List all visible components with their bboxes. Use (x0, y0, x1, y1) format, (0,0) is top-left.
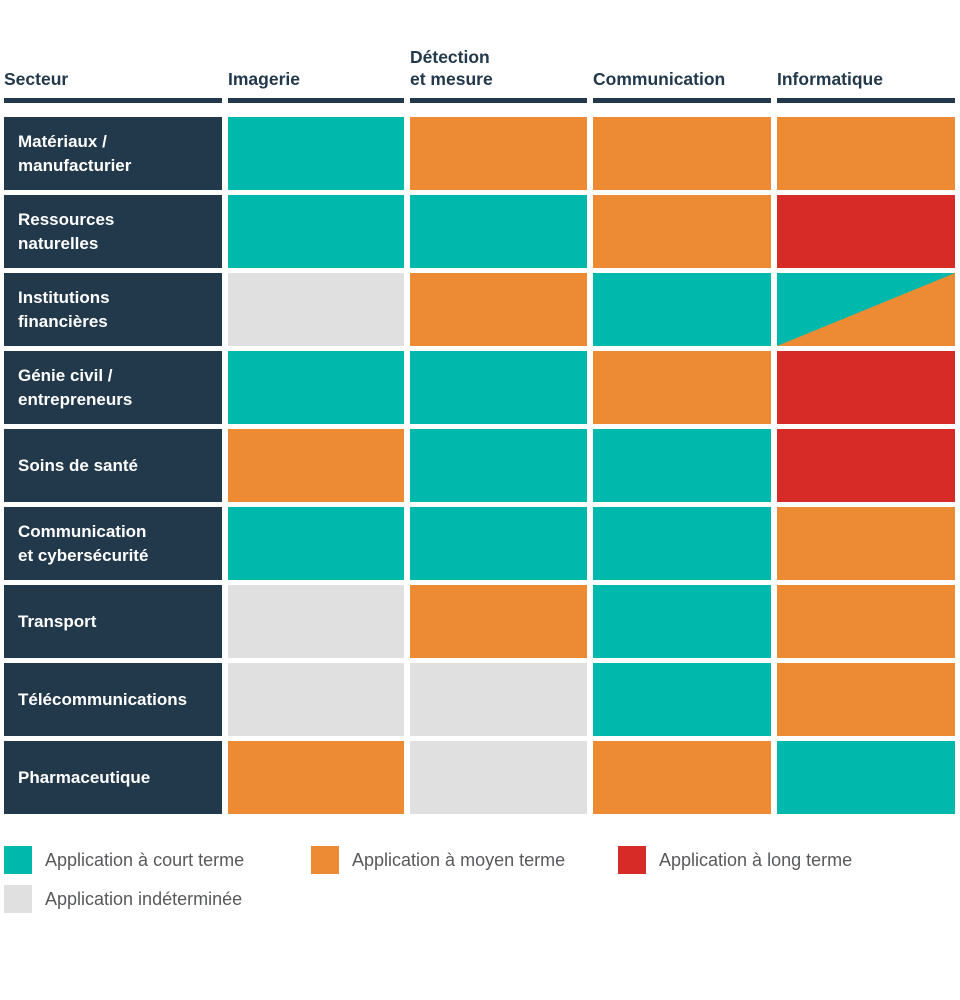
legend-swatch-indeterminee (4, 885, 32, 913)
matrix-cell-moyen (777, 585, 955, 658)
matrix-cell-court (410, 195, 587, 268)
matrix-cell-indeterminee (228, 585, 404, 658)
matrix-cell-moyen (410, 585, 587, 658)
matrix-cell-moyen (410, 273, 587, 346)
legend-swatch-moyen (311, 846, 339, 874)
matrix-cell-moyen (777, 117, 955, 190)
header-col: Imagerie (228, 40, 404, 103)
matrix-cell-court (777, 741, 955, 814)
matrix-cell-moyen (777, 507, 955, 580)
matrix-cell-court-moyen (777, 273, 955, 346)
row-label: Pharmaceutique (4, 741, 222, 814)
matrix-cell-court (410, 429, 587, 502)
row-label: Matériaux / manufacturier (4, 117, 222, 190)
matrix-cell-moyen (593, 117, 771, 190)
legend-label: Application à long terme (659, 849, 853, 870)
legend-item-indeterminee: Application indéterminée (4, 885, 311, 913)
matrix-cell-indeterminee (410, 741, 587, 814)
legend-label: Application à court terme (45, 849, 245, 870)
header-col: Détection et mesure (410, 40, 587, 103)
row-label: Soins de santé (4, 429, 222, 502)
row-label: Transport (4, 585, 222, 658)
matrix-cell-moyen (228, 741, 404, 814)
matrix-cell-moyen (410, 117, 587, 190)
legend-swatch-long (618, 846, 646, 874)
legend-label: Application à moyen terme (352, 849, 566, 870)
matrix-cell-moyen (593, 351, 771, 424)
quantum-applications-matrix: Secteur Imagerie Détection et mesure Commu… (0, 40, 960, 1000)
legend-item-long: Application à long terme (618, 846, 925, 874)
matrix-cell-indeterminee (410, 663, 587, 736)
matrix-cell-court (228, 351, 404, 424)
legend-swatch-court (4, 846, 32, 874)
matrix-cell-court (593, 507, 771, 580)
header-col: Communication (593, 40, 771, 103)
matrix-cell-court (228, 195, 404, 268)
matrix-cell-moyen (593, 195, 771, 268)
matrix-cell-court (593, 273, 771, 346)
legend-item-court: Application à court terme (4, 846, 311, 874)
matrix-cell-indeterminee (228, 273, 404, 346)
legend-row-1: Application à court terme Application à m… (4, 846, 955, 874)
legend-row-2: Application indéterminée (4, 885, 955, 913)
table-header: Secteur Imagerie Détection et mesure Commu… (4, 40, 955, 103)
row-label: Ressources naturelles (4, 195, 222, 268)
matrix-cell-moyen (777, 663, 955, 736)
row-label: Génie civil / entrepreneurs (4, 351, 222, 424)
row-label: Communication et cybersécurité (4, 507, 222, 580)
matrix-cell-court (410, 507, 587, 580)
header-col: Informatique (777, 40, 955, 103)
matrix-cell-moyen (593, 741, 771, 814)
row-label: Télécommunications (4, 663, 222, 736)
matrix-cell-court (228, 507, 404, 580)
matrix-cell-moyen (228, 429, 404, 502)
matrix-cell-long (777, 429, 955, 502)
header-sector: Secteur (4, 40, 222, 103)
matrix-cell-court (593, 585, 771, 658)
matrix-cell-indeterminee (228, 663, 404, 736)
matrix-cell-court (593, 663, 771, 736)
legend-label: Application indéterminée (45, 888, 243, 909)
matrix-cell-court (593, 429, 771, 502)
matrix-body: Matériaux / manufacturier Ressources natu… (4, 117, 955, 814)
matrix-cell-long (777, 195, 955, 268)
legend: Application à court terme Application à m… (4, 846, 955, 913)
legend-item-moyen: Application à moyen terme (311, 846, 618, 874)
row-label: Institutions financières (4, 273, 222, 346)
matrix-cell-court (410, 351, 587, 424)
matrix-cell-long (777, 351, 955, 424)
matrix-cell-court (228, 117, 404, 190)
